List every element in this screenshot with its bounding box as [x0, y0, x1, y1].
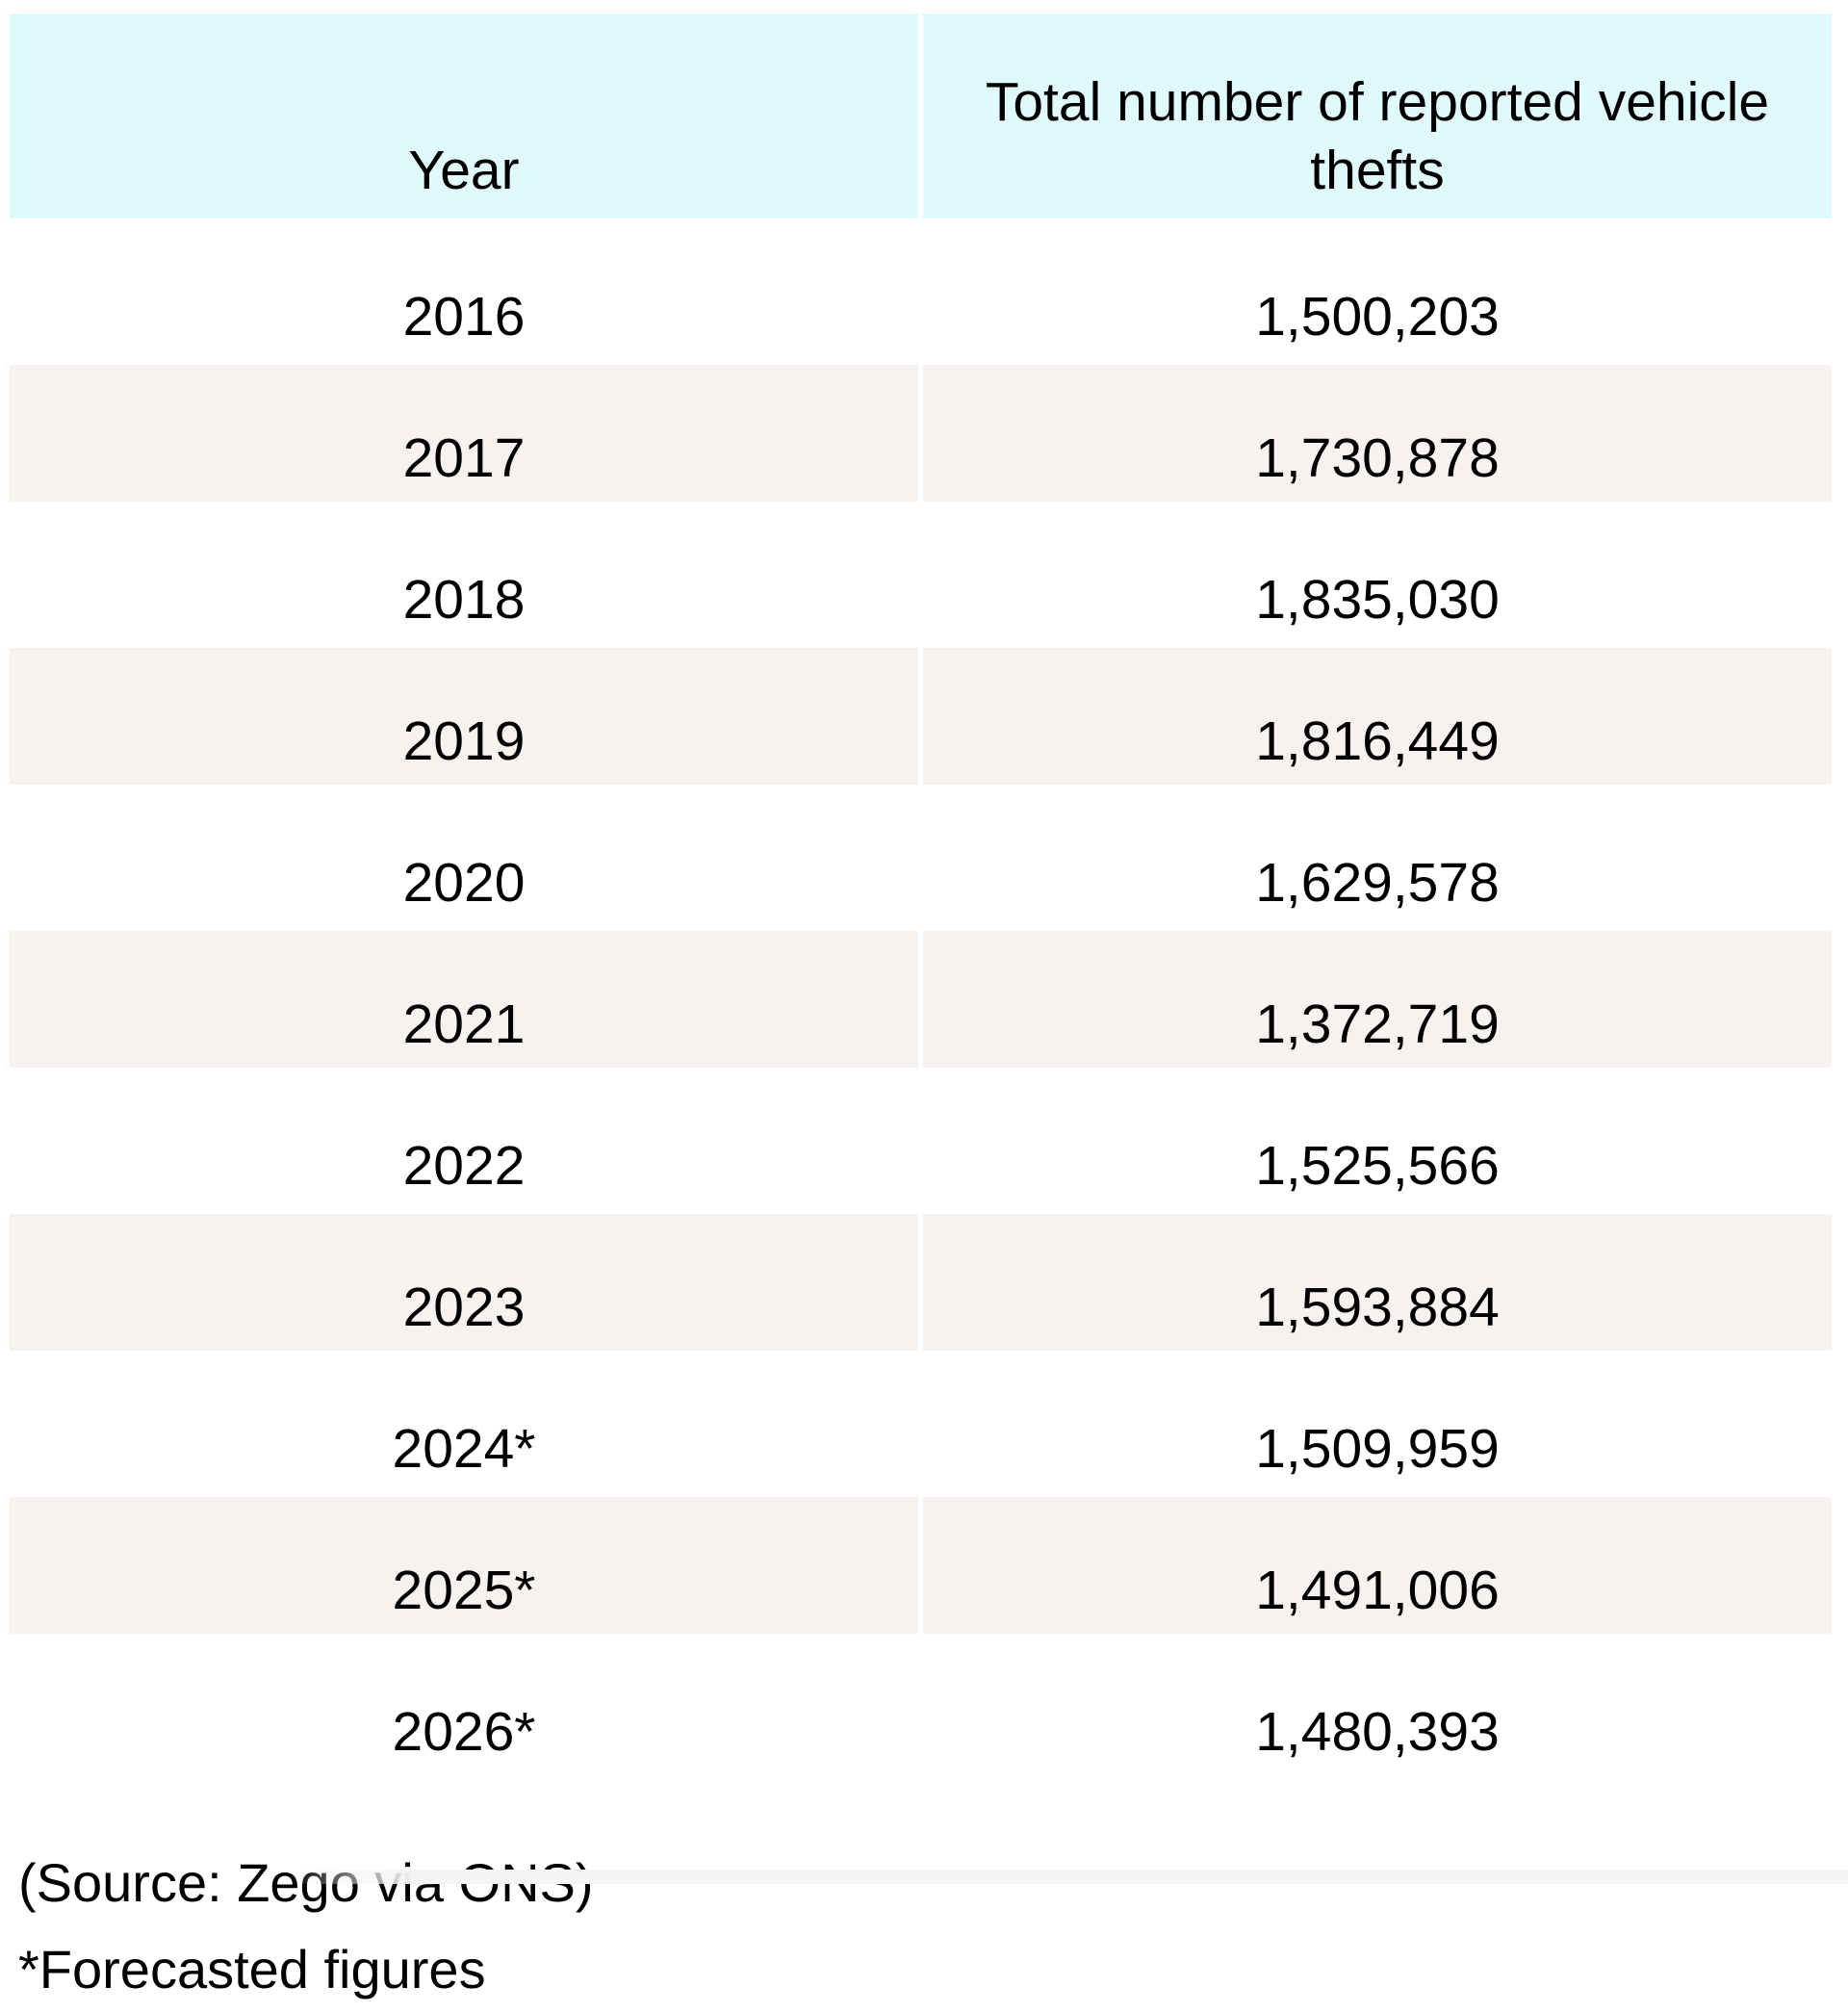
table-row: 2016 1,500,203 [10, 223, 1832, 360]
year-cell: 2021 [10, 931, 918, 1068]
thefts-value-cell: 1,593,884 [923, 1214, 1832, 1351]
table-row: 2023 1,593,884 [10, 1214, 1832, 1351]
table-row: 2025* 1,491,006 [10, 1497, 1832, 1634]
table-row: 2026* 1,480,393 [10, 1639, 1832, 1775]
thefts-value-cell: 1,816,449 [923, 648, 1832, 785]
thefts-value-cell: 1,525,566 [923, 1072, 1832, 1209]
header-row: Year Total number of reported vehicle th… [10, 13, 1832, 219]
table-row: 2022 1,525,566 [10, 1072, 1832, 1209]
year-cell: 2017 [10, 365, 918, 502]
thefts-value-cell: 1,480,393 [923, 1639, 1832, 1775]
table-row: 2020 1,629,578 [10, 789, 1832, 926]
thefts-value-cell: 1,372,719 [923, 931, 1832, 1068]
thefts-value-cell: 1,730,878 [923, 365, 1832, 502]
bottom-edge-artifact [289, 1870, 1848, 1884]
table-row: 2019 1,816,449 [10, 648, 1832, 785]
table-body: 2016 1,500,203 2017 1,730,878 2018 1,835,030 2… [10, 223, 1832, 1775]
year-cell: 2020 [10, 789, 918, 926]
year-cell: 2016 [10, 223, 918, 360]
table-row: 2017 1,730,878 [10, 365, 1832, 502]
year-cell: 2024* [10, 1355, 918, 1492]
year-cell: 2025* [10, 1497, 918, 1634]
thefts-value-cell: 1,835,030 [923, 506, 1832, 643]
thefts-value-cell: 1,629,578 [923, 789, 1832, 926]
thefts-value-cell: 1,500,203 [923, 223, 1832, 360]
vehicle-thefts-table: Year Total number of reported vehicle th… [5, 9, 1836, 1780]
year-cell: 2023 [10, 1214, 918, 1351]
forecast-note: *Forecasted figures [18, 1939, 486, 2000]
thefts-value-cell: 1,509,959 [923, 1355, 1832, 1492]
table-row: 2018 1,835,030 [10, 506, 1832, 643]
year-column-header: Year [10, 13, 918, 219]
vehicle-thefts-page: Year Total number of reported vehicle th… [0, 9, 1848, 2013]
table-header: Year Total number of reported vehicle th… [10, 13, 1832, 219]
year-cell: 2018 [10, 506, 918, 643]
thefts-column-header: Total number of reported vehicle thefts [923, 13, 1832, 219]
year-cell: 2022 [10, 1072, 918, 1209]
table-row: 2021 1,372,719 [10, 931, 1832, 1068]
table-row: 2024* 1,509,959 [10, 1355, 1832, 1492]
table-footnotes: (Source: Zego via ONS) *Forecasted figur… [18, 1840, 1848, 2013]
year-cell: 2019 [10, 648, 918, 785]
year-cell: 2026* [10, 1639, 918, 1775]
thefts-value-cell: 1,491,006 [923, 1497, 1832, 1634]
